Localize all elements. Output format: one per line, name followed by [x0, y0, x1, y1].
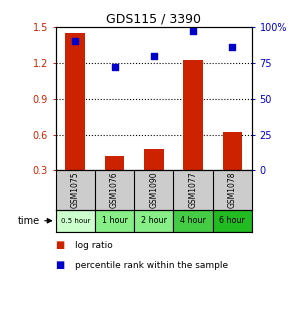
Text: ■: ■: [56, 260, 68, 270]
Text: ■: ■: [56, 240, 68, 250]
Point: [112, 65, 117, 70]
Point: [73, 39, 78, 44]
Text: GSM1077: GSM1077: [189, 172, 197, 208]
Bar: [134, 210, 173, 232]
Bar: [183, 60, 203, 170]
Text: 4 hour: 4 hour: [180, 216, 206, 225]
Point: [151, 53, 156, 58]
Bar: [213, 210, 252, 232]
Bar: [223, 132, 242, 170]
Text: GSM1076: GSM1076: [110, 172, 119, 208]
Bar: [173, 210, 213, 232]
Title: GDS115 / 3390: GDS115 / 3390: [106, 13, 201, 26]
Bar: [105, 156, 124, 170]
Text: 0.5 hour: 0.5 hour: [61, 218, 90, 224]
Text: GSM1090: GSM1090: [149, 172, 158, 208]
Bar: [144, 149, 163, 170]
Bar: [56, 210, 95, 232]
Bar: [66, 33, 85, 170]
Text: GSM1075: GSM1075: [71, 172, 80, 208]
Point: [191, 29, 195, 34]
Text: time: time: [18, 216, 40, 226]
Text: log ratio: log ratio: [75, 241, 113, 250]
Text: 2 hour: 2 hour: [141, 216, 167, 225]
Bar: [95, 210, 134, 232]
Text: percentile rank within the sample: percentile rank within the sample: [75, 261, 228, 270]
Text: 6 hour: 6 hour: [219, 216, 245, 225]
Text: 1 hour: 1 hour: [102, 216, 127, 225]
Point: [230, 44, 235, 50]
Text: GSM1078: GSM1078: [228, 172, 237, 208]
